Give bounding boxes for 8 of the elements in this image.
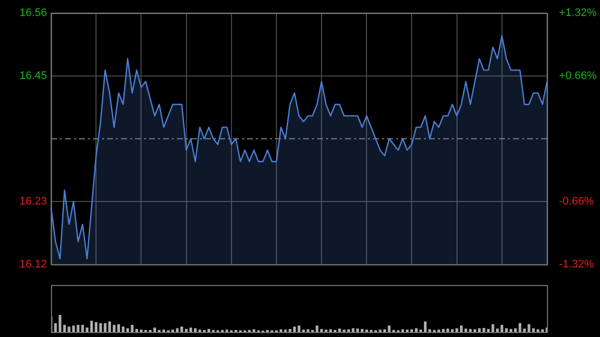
y2-tick-label: -1.32% [559, 258, 594, 270]
y-tick-label: 16.12 [19, 258, 47, 270]
y2-tick-label: +0.66% [559, 70, 597, 82]
y2-tick-label: +1.32% [559, 7, 597, 20]
y-tick-label: 16.23 [19, 196, 47, 208]
y-tick-label: 16.45 [19, 70, 47, 82]
y-tick-label: 16.56 [19, 7, 47, 20]
y2-tick-label: -0.66% [559, 196, 594, 208]
